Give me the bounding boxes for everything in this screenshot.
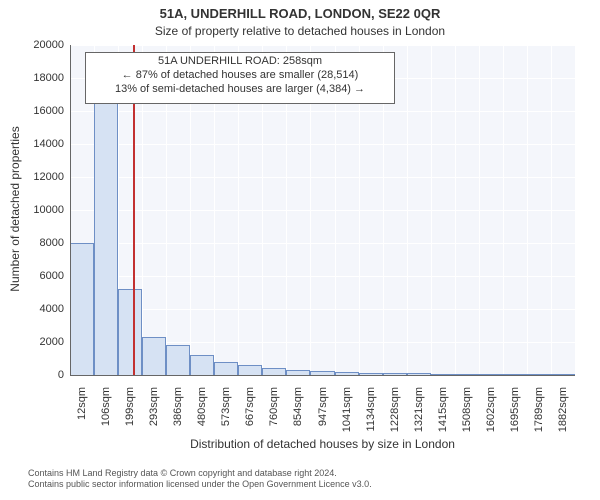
y-tick-label: 2000: [0, 336, 64, 348]
histogram-bar: [262, 368, 286, 375]
x-tick-label: 386sqm: [172, 387, 184, 487]
annotation-box: 51A UNDERHILL ROAD: 258sqm ← 87% of deta…: [85, 52, 395, 104]
y-tick-label: 6000: [0, 270, 64, 282]
y-tick-label: 0: [0, 369, 64, 381]
x-tick-label: 1134sqm: [365, 387, 377, 487]
x-tick-label: 760sqm: [268, 387, 280, 487]
chart-title: 51A, UNDERHILL ROAD, LONDON, SE22 0QR: [0, 6, 600, 22]
grid-line: [503, 45, 504, 375]
grid-line: [479, 45, 480, 375]
x-tick-label: 12sqm: [76, 387, 88, 487]
histogram-bar: [214, 362, 238, 375]
x-tick-label: 1695sqm: [509, 387, 521, 487]
chart-container: { "titles": { "main": "51A, UNDERHILL RO…: [0, 0, 600, 500]
y-tick-label: 8000: [0, 237, 64, 249]
x-tick-label: 1041sqm: [341, 387, 353, 487]
x-tick-label: 1602sqm: [485, 387, 497, 487]
y-tick-label: 14000: [0, 138, 64, 150]
annotation-line: ← 87% of detached houses are smaller (28…: [90, 69, 390, 83]
x-tick-label: 1415sqm: [437, 387, 449, 487]
histogram-bar: [70, 243, 94, 375]
grid-line: [70, 210, 575, 211]
x-tick-label: 854sqm: [292, 387, 304, 487]
histogram-bar: [118, 289, 142, 375]
grid-line: [575, 45, 576, 375]
x-tick-label: 1508sqm: [461, 387, 473, 487]
grid-line: [70, 276, 575, 277]
x-tick-label: 1321sqm: [413, 387, 425, 487]
x-tick-label: 667sqm: [244, 387, 256, 487]
grid-line: [431, 45, 432, 375]
x-tick-label: 199sqm: [124, 387, 136, 487]
histogram-bar: [142, 337, 166, 375]
histogram-bar: [190, 355, 214, 375]
x-tick-label: 1882sqm: [557, 387, 569, 487]
y-axis-line: [70, 45, 71, 375]
x-tick-label: 1789sqm: [533, 387, 545, 487]
grid-line: [70, 45, 575, 46]
y-tick-label: 10000: [0, 204, 64, 216]
histogram-bar: [166, 345, 190, 375]
grid-line: [70, 309, 575, 310]
y-tick-label: 12000: [0, 171, 64, 183]
annotation-line: 51A UNDERHILL ROAD: 258sqm: [90, 55, 390, 69]
x-tick-label: 106sqm: [100, 387, 112, 487]
chart-subtitle: Size of property relative to detached ho…: [0, 24, 600, 38]
grid-line: [407, 45, 408, 375]
y-tick-label: 4000: [0, 303, 64, 315]
x-tick-label: 573sqm: [220, 387, 232, 487]
annotation-line: 13% of semi-detached houses are larger (…: [90, 83, 390, 97]
x-tick-label: 947sqm: [317, 387, 329, 487]
grid-line: [70, 111, 575, 112]
grid-line: [70, 144, 575, 145]
y-tick-label: 20000: [0, 39, 64, 51]
x-tick-label: 1228sqm: [389, 387, 401, 487]
x-axis-line: [70, 375, 575, 376]
grid-line: [455, 45, 456, 375]
x-tick-label: 480sqm: [196, 387, 208, 487]
histogram-bar: [94, 101, 118, 375]
grid-line: [551, 45, 552, 375]
grid-line: [70, 177, 575, 178]
grid-line: [70, 243, 575, 244]
histogram-bar: [238, 365, 262, 375]
y-tick-label: 16000: [0, 105, 64, 117]
y-tick-label: 18000: [0, 72, 64, 84]
grid-line: [527, 45, 528, 375]
x-tick-label: 293sqm: [148, 387, 160, 487]
